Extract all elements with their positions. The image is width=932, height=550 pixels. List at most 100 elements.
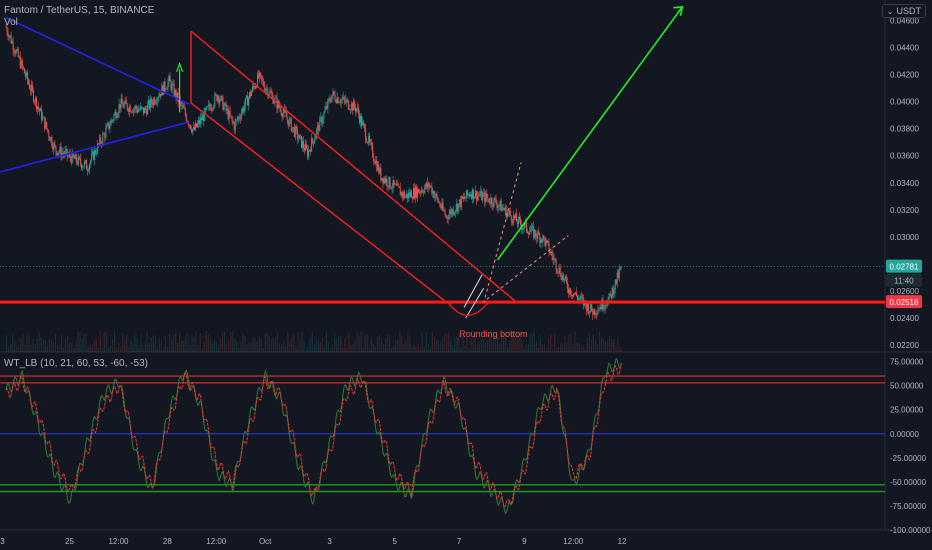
volume-bar <box>232 331 234 352</box>
candle-body <box>88 170 90 172</box>
volume-bar <box>605 341 607 352</box>
candle-body <box>402 192 404 197</box>
candle-body <box>182 105 184 109</box>
time-tick-label: 3 <box>327 537 332 546</box>
volume-bar <box>93 339 95 352</box>
candle-body <box>211 108 213 111</box>
candle-body <box>192 127 194 130</box>
candle-body <box>482 194 484 201</box>
candle-body <box>513 215 515 219</box>
candle-body <box>254 86 256 89</box>
candle-body <box>291 127 293 132</box>
candle-body <box>325 105 327 110</box>
candle-body <box>214 94 216 106</box>
candle-body <box>379 168 381 174</box>
candle-body <box>539 234 541 244</box>
candle-body <box>357 107 359 115</box>
volume-bar <box>570 331 572 352</box>
candle-body <box>416 186 418 198</box>
volume-bar <box>191 334 193 352</box>
volume-bar <box>350 345 352 352</box>
volume-bar <box>352 343 354 352</box>
volume-bar <box>16 346 18 352</box>
candle-body <box>51 137 53 147</box>
volume-bar <box>596 343 599 352</box>
candle-body <box>241 108 243 113</box>
volume-bar <box>285 345 287 352</box>
candle-body <box>372 145 374 158</box>
volume-bar <box>283 340 285 352</box>
candle-body <box>613 289 615 295</box>
candle-body <box>122 103 124 108</box>
volume-bar <box>580 346 582 352</box>
time-tick-label: 23 <box>0 537 5 546</box>
candle-body <box>14 52 16 54</box>
volume-bar <box>226 343 228 352</box>
candle-body <box>469 194 471 196</box>
volume-bar <box>87 345 89 352</box>
candle-body <box>177 92 179 103</box>
time-tick-label: 25 <box>65 537 74 546</box>
volume-bar <box>474 333 476 352</box>
candle-body <box>459 199 461 208</box>
candle-body <box>397 183 399 187</box>
candle-body <box>490 198 492 204</box>
candle-body <box>116 116 118 119</box>
candle-body <box>264 86 266 91</box>
candle-body <box>163 81 165 95</box>
candle-body <box>580 295 582 299</box>
candle-body <box>356 107 358 109</box>
symbol-title[interactable]: Fantom / TetherUS, 15, BINANCE <box>4 5 155 16</box>
volume-bar <box>446 334 448 352</box>
volume-bar <box>148 342 150 352</box>
candle-body <box>508 210 510 213</box>
volume-bar <box>199 333 201 352</box>
candle-body <box>364 124 366 128</box>
candle-body <box>453 212 455 215</box>
candle-body <box>439 202 441 207</box>
candle-body <box>262 79 264 81</box>
volume-bar <box>193 337 195 352</box>
volume-bar <box>250 342 252 352</box>
candle-body <box>165 89 167 91</box>
volume-bar <box>407 332 409 352</box>
volume-bar <box>266 333 268 352</box>
volume-bar <box>576 342 578 352</box>
vol-label[interactable]: Vol <box>4 17 18 28</box>
candle-body <box>74 154 76 160</box>
indicator-title[interactable]: WT_LB (10, 21, 60, 53, -60, -53) <box>4 358 148 369</box>
volume-bar <box>46 344 48 352</box>
volume-bar <box>152 334 154 352</box>
candle-body <box>500 200 502 212</box>
candle-body <box>597 310 599 314</box>
volume-bar <box>95 339 97 352</box>
volume-bar <box>578 342 580 352</box>
candle-body <box>547 240 549 243</box>
candle-body <box>302 141 304 149</box>
volume-bar <box>366 334 368 352</box>
candle-body <box>620 266 622 268</box>
candle-body <box>172 83 174 85</box>
volume-bar <box>488 333 491 352</box>
volume-bar <box>495 339 497 352</box>
candle-body <box>110 120 112 126</box>
volume-bar <box>598 331 601 352</box>
candle-body <box>56 151 58 156</box>
candle-body <box>609 293 611 295</box>
candle-body <box>168 75 170 82</box>
candle-body <box>52 146 54 150</box>
currency-selector[interactable]: ⌄ USDT <box>881 4 926 18</box>
candle-body <box>279 107 281 109</box>
volume-bar <box>554 333 556 352</box>
candle-body <box>84 160 86 162</box>
volume-bar <box>156 348 158 352</box>
candle-body <box>576 292 577 296</box>
volume-bar <box>246 344 248 352</box>
candle-body <box>228 110 230 120</box>
time-tick-label: 12:00 <box>563 537 584 546</box>
volume-bar <box>205 331 207 352</box>
candle-body <box>132 108 134 113</box>
candle-body <box>67 155 69 157</box>
